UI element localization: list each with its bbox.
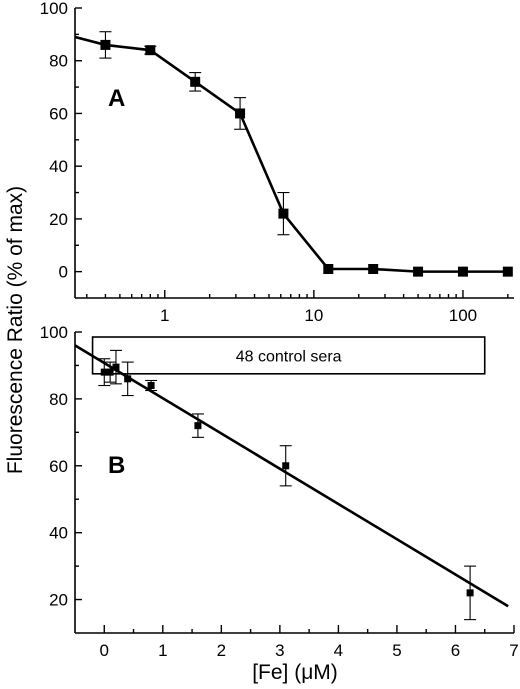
panel-a-data-point bbox=[145, 45, 156, 56]
panel-a-data-point bbox=[368, 264, 379, 274]
panel-b-x-tick-label: 1 bbox=[158, 641, 167, 660]
x-axis-title: [Fe] (μM) bbox=[252, 661, 338, 684]
panel-b-data-point bbox=[282, 462, 290, 470]
panel-a-y-tick-label: 80 bbox=[49, 52, 68, 71]
panel-a-y-tick-label: 100 bbox=[40, 0, 68, 18]
panel-a-x-tick-label: 1 bbox=[160, 306, 169, 325]
panel-b-x-tick-label: 0 bbox=[100, 641, 109, 660]
reference-range-label: 48 control sera bbox=[236, 348, 342, 365]
panel-a-label: A bbox=[108, 85, 125, 112]
panel-b-x-tick-label: 2 bbox=[217, 641, 226, 660]
panel-a-x-tick-label: 10 bbox=[304, 306, 323, 325]
panel-b-x-tick-label: 4 bbox=[334, 641, 343, 660]
panel-b-data-point bbox=[124, 375, 132, 383]
panel-b-data-point bbox=[112, 363, 120, 371]
panel-b-data-point bbox=[100, 368, 108, 376]
panel-b-label: B bbox=[108, 452, 125, 479]
panel-a-data-point bbox=[413, 266, 424, 277]
panel-a-y-tick-label: 0 bbox=[59, 263, 68, 282]
panel-a: 0 20 40 60 80 100 1 10 100 A bbox=[40, 0, 514, 325]
panel-a-x-tick-label: 100 bbox=[449, 306, 477, 325]
panel-a-data-point bbox=[100, 39, 111, 50]
panel-b-y-tick-label: 60 bbox=[49, 457, 68, 476]
panel-a-data-point bbox=[323, 264, 334, 274]
panel-b-y-tick-label: 80 bbox=[49, 390, 68, 409]
panel-b-x-tick-label: 6 bbox=[451, 641, 460, 660]
panel-a-y-tick-label: 20 bbox=[49, 210, 68, 229]
panel-b-data-point bbox=[106, 368, 114, 376]
panel-a-data-point bbox=[457, 266, 468, 277]
panel-a-data-point bbox=[235, 108, 246, 119]
panel-b-x-tick-label: 3 bbox=[275, 641, 284, 660]
panel-a-series-line bbox=[74, 35, 508, 273]
panel-b-x-tick-label: 5 bbox=[392, 641, 401, 660]
panel-b-x-tick-label: 7 bbox=[509, 641, 518, 660]
panel-b-y-tick-label: 40 bbox=[49, 524, 68, 543]
panel-a-y-tick-label: 40 bbox=[49, 157, 68, 176]
panel-b-data-point bbox=[466, 589, 474, 597]
panel-a-y-tick-label: 60 bbox=[49, 104, 68, 123]
panel-b-y-tick-label: 100 bbox=[40, 323, 68, 342]
panel-a-data-point bbox=[502, 266, 513, 277]
panel-b-data-point bbox=[194, 422, 202, 430]
panel-b: 20 40 60 80 100 0 1 2 3 4 5 6 7 48 control sera B bbox=[40, 323, 519, 660]
y-axis-title: Fluorescence Ratio (% of max) bbox=[4, 186, 27, 474]
panel-b-data-point bbox=[147, 382, 155, 390]
regression-line bbox=[74, 344, 509, 608]
panel-a-data-point bbox=[278, 208, 289, 219]
panel-b-y-tick-label: 20 bbox=[49, 591, 68, 610]
panel-a-data-point bbox=[190, 76, 201, 87]
